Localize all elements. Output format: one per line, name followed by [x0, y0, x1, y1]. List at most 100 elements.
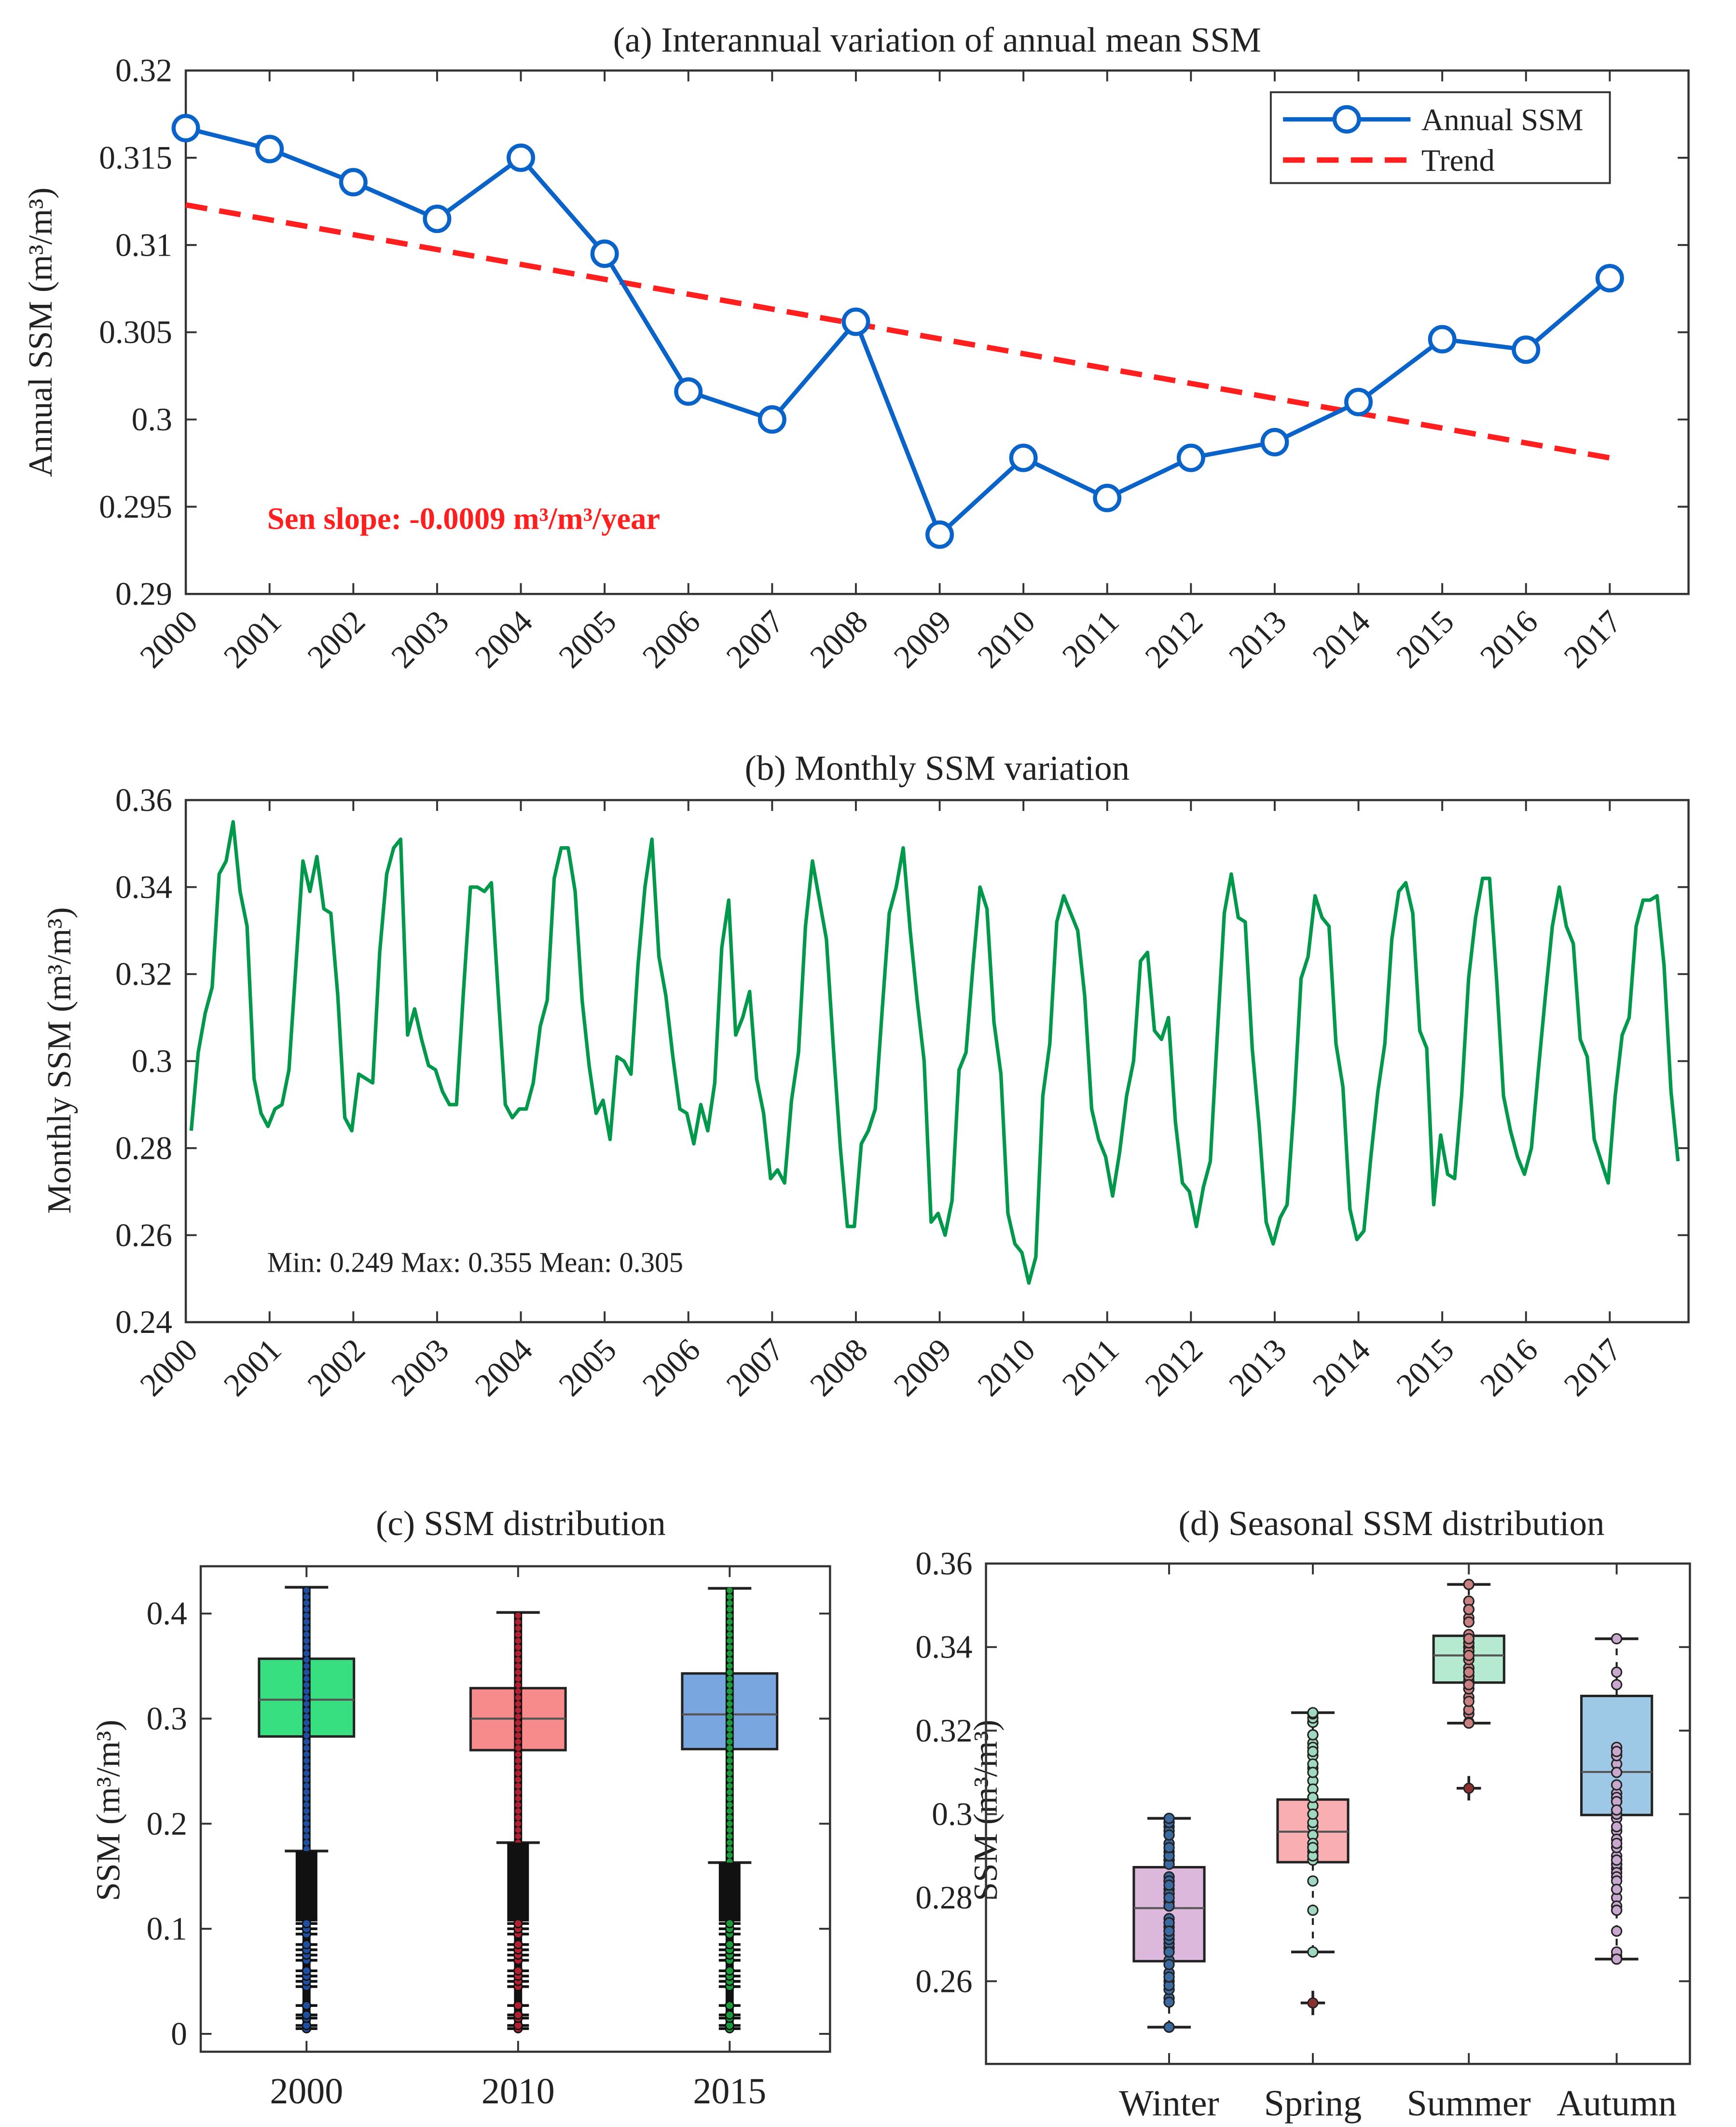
data-point	[515, 1694, 521, 1701]
panel-b-ytick-label: 0.24	[115, 1304, 172, 1340]
data-point	[303, 1783, 310, 1789]
data-point	[727, 1821, 733, 1827]
data-point	[515, 1726, 521, 1732]
data-point	[727, 1688, 733, 1695]
data-point	[727, 1675, 733, 1682]
panel-b-ytick-label: 0.3	[132, 1043, 172, 1079]
data-point	[303, 1675, 310, 1682]
panel-b-ytick-label: 0.36	[115, 782, 172, 818]
seasonal-data-point	[1611, 1666, 1623, 1678]
seasonal-data-point	[1611, 1679, 1623, 1690]
panel-b-ytick-label: 0.32	[115, 956, 172, 992]
seasonal-data-point	[1463, 1633, 1474, 1645]
pd-ytick-label: 0.28	[915, 1880, 972, 1916]
panel-b-ytick-label: 0.28	[115, 1130, 172, 1166]
panel-a-ytick-label: 0.295	[99, 489, 172, 525]
data-point	[515, 1682, 521, 1688]
pd-ytick-label: 0.3	[932, 1796, 972, 1832]
outlier-point	[302, 2010, 312, 2020]
seasonal-data-point	[1611, 1904, 1623, 1916]
annual-ssm-point	[674, 377, 703, 406]
panel-c-title: (c) SSM distribution	[376, 1504, 666, 1543]
data-point	[303, 1801, 310, 1808]
panel-b-ytick-label: 0.34	[115, 869, 172, 905]
data-point	[303, 1644, 310, 1650]
data-point	[515, 1789, 521, 1796]
data-point	[303, 1593, 310, 1600]
seasonal-data-point	[1611, 1779, 1623, 1791]
annual-ssm-point	[1176, 443, 1205, 472]
data-point	[303, 1839, 310, 1846]
dense-points-band	[295, 1851, 317, 1921]
data-point	[727, 1625, 733, 1632]
data-point	[515, 1795, 521, 1802]
data-point	[727, 1657, 733, 1663]
annual-ssm-point	[758, 405, 786, 434]
outlier-point	[1307, 1997, 1319, 2009]
data-point	[515, 1757, 521, 1764]
data-point	[303, 1638, 310, 1644]
legend-annual-label: Annual SSM	[1421, 102, 1584, 137]
data-point	[515, 1638, 521, 1644]
data-point	[515, 1669, 521, 1675]
seasonal-data-point	[1611, 1745, 1623, 1757]
outlier-point	[302, 2001, 312, 2010]
data-point	[515, 1707, 521, 1714]
seasonal-data-point	[1307, 1792, 1319, 1803]
seasonal-data-point	[1307, 1904, 1319, 1916]
data-point	[303, 1720, 310, 1726]
trend-line	[185, 202, 1611, 461]
seasonal-data-point	[1163, 1829, 1175, 1841]
outlier-point	[302, 1939, 312, 1949]
data-point	[515, 1612, 521, 1619]
pc-ytick-label: 0.3	[147, 1701, 187, 1737]
data-point	[727, 1789, 733, 1796]
data-point	[515, 1657, 521, 1663]
pc-category-label: 2015	[693, 2071, 766, 2112]
data-point	[727, 1827, 733, 1833]
panel-a-ytick-label: 0.315	[99, 140, 172, 176]
pd-ytick-label: 0.36	[915, 1546, 972, 1582]
pc-ytick-label: 0.2	[147, 1806, 187, 1842]
annual-ssm-point	[339, 168, 368, 197]
seasonal-data-point	[1611, 1633, 1623, 1645]
seasonal-data-point	[1463, 1616, 1474, 1628]
data-point	[303, 1795, 310, 1802]
annual-ssm-point	[506, 143, 536, 172]
data-point	[515, 1713, 521, 1720]
pd-category-label: Spring	[1264, 2083, 1362, 2124]
data-point	[727, 1682, 733, 1688]
data-point	[515, 1619, 521, 1625]
seasonal-data-point	[1163, 1812, 1175, 1824]
panel-a-ytick-label: 0.305	[99, 314, 172, 350]
data-point	[727, 1751, 733, 1757]
annual-ssm-point	[925, 520, 954, 549]
panel-a-ytick-label: 0.29	[115, 576, 172, 612]
pc-frame	[199, 1565, 831, 2053]
data-point	[727, 1783, 733, 1789]
data-point	[303, 1600, 310, 1606]
seasonal-data-point	[1307, 1707, 1319, 1718]
panel-b-ylabel: Monthly SSM (m³/m³)	[41, 907, 78, 1214]
outlier-point	[725, 1919, 735, 1929]
data-point	[303, 1808, 310, 1814]
data-point	[515, 1751, 521, 1757]
data-point	[515, 1745, 521, 1751]
annual-ssm-point	[1512, 335, 1541, 364]
data-point	[727, 1776, 733, 1783]
seasonal-data-point	[1463, 1679, 1474, 1690]
data-point	[515, 1644, 521, 1650]
data-point	[727, 1669, 733, 1675]
data-point	[303, 1612, 310, 1619]
seasonal-data-point	[1307, 1946, 1319, 1958]
outlier-point	[725, 2001, 735, 2010]
data-point	[727, 1612, 733, 1619]
data-point	[727, 1732, 733, 1739]
panel-a-title: (a) Interannual variation of annual mean…	[613, 20, 1261, 59]
data-point	[727, 1720, 733, 1726]
data-point	[303, 1814, 310, 1821]
stats-annotation: Min: 0.249 Max: 0.355 Mean: 0.305	[267, 1247, 683, 1278]
data-point	[303, 1619, 310, 1625]
panel-a-ytick-label: 0.32	[115, 53, 172, 89]
data-point	[727, 1846, 733, 1852]
